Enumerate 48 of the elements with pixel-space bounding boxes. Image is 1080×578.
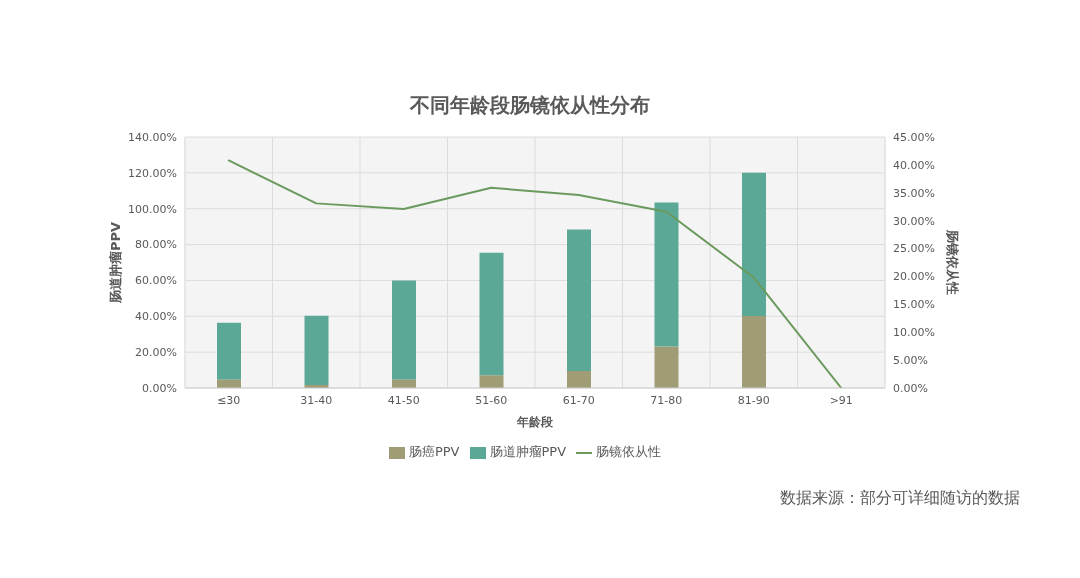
y-axis-title: 肠道肿瘤PPV <box>107 221 123 305</box>
y-tick-label: 120.00% <box>128 166 177 180</box>
y-tick-label: 100.00% <box>128 202 177 216</box>
x-tick-label: ≤30 <box>217 393 241 407</box>
bar <box>392 280 416 380</box>
y2-tick-label: 25.00% <box>893 242 935 256</box>
y2-tick-label: 10.00% <box>893 326 935 340</box>
y2-tick-label: 30.00% <box>893 214 935 228</box>
y-tick-label: 80.00% <box>135 238 177 252</box>
bar <box>567 370 591 388</box>
y-tick-label: 140.00% <box>128 130 177 144</box>
bar <box>654 202 679 347</box>
bar <box>567 229 591 371</box>
bar <box>217 379 241 388</box>
bar <box>742 316 766 388</box>
x-tick-label: 71-80 <box>650 393 683 407</box>
x-tick-label: >91 <box>829 393 853 407</box>
y2-tick-label: 0.00% <box>893 381 928 395</box>
x-tick-label: 61-70 <box>562 393 595 407</box>
legend-label: 肠癌PPV <box>408 444 460 459</box>
bar <box>304 315 329 385</box>
bar <box>742 172 766 317</box>
x-axis-title: 年龄段 <box>516 415 554 429</box>
x-tick-label: 31-40 <box>300 393 333 407</box>
x-tick-label: 51-60 <box>475 393 508 407</box>
y2-tick-label: 20.00% <box>893 270 935 284</box>
y-tick-label: 0.00% <box>142 381 177 395</box>
y2-tick-label: 15.00% <box>893 298 935 312</box>
bar <box>479 252 504 376</box>
x-tick-label: 81-90 <box>737 393 770 407</box>
bar <box>217 322 241 380</box>
y-tick-label: 40.00% <box>135 310 177 324</box>
bar <box>392 379 416 388</box>
line-series <box>227 159 843 388</box>
y-tick-label: 20.00% <box>135 346 177 360</box>
y2-tick-label: 45.00% <box>893 130 935 144</box>
y2-tick-label: 5.00% <box>893 354 928 368</box>
x-tick-label: 41-50 <box>387 393 420 407</box>
legend-label: 肠镜依从性 <box>596 444 662 459</box>
y2-tick-label: 35.00% <box>893 186 935 200</box>
y2-axis-title: 肠镜依从性 <box>945 229 961 295</box>
chart-title: 不同年龄段肠镜依从性分布 <box>408 92 651 118</box>
bar <box>654 346 679 388</box>
bar <box>479 375 504 388</box>
y-tick-label: 60.00% <box>135 274 177 288</box>
y2-tick-label: 40.00% <box>893 158 935 172</box>
legend-label: 肠道肿瘤PPV <box>489 444 567 459</box>
source-note: 数据来源：部分可详细随访的数据 <box>780 488 1020 509</box>
